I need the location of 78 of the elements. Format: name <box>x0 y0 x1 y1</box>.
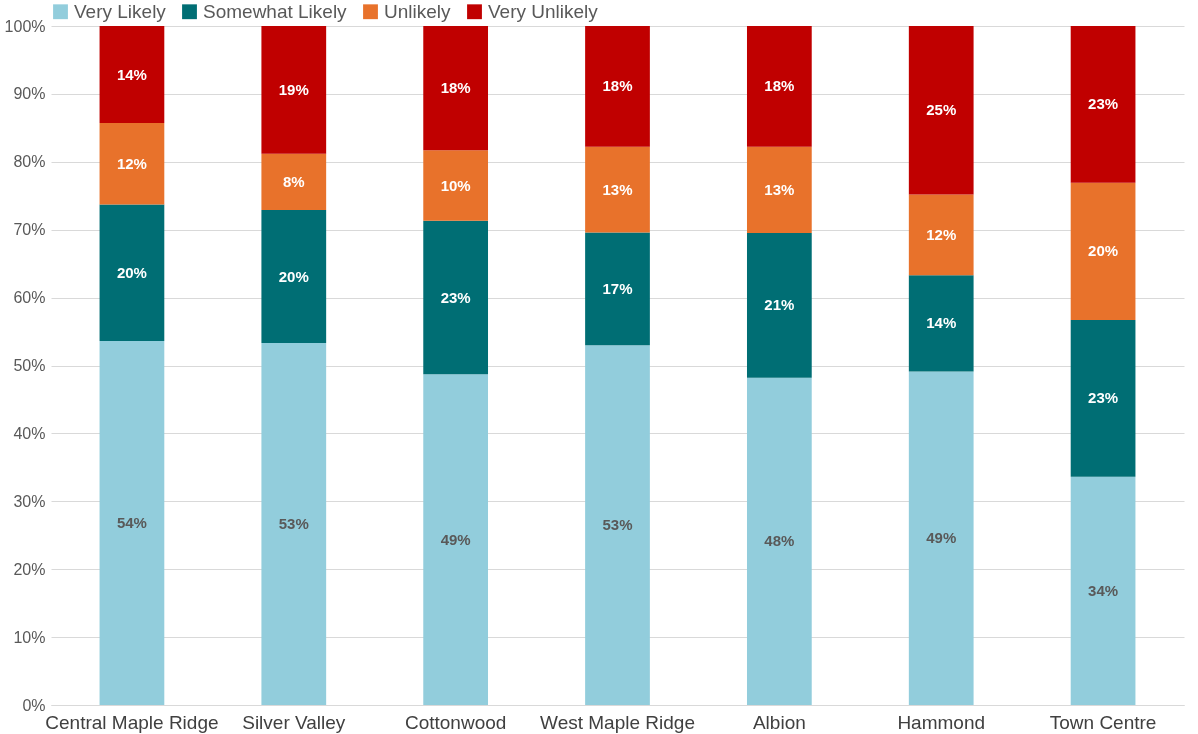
bar <box>585 26 650 147</box>
y-tick-label: 50% <box>13 357 46 374</box>
legend-label: Unlikely <box>384 0 452 22</box>
bar <box>423 374 489 705</box>
data-label: 49% <box>440 530 471 548</box>
bar <box>99 204 165 342</box>
y-tick-label: 10% <box>13 628 46 646</box>
bar <box>423 26 489 151</box>
data-label: 12% <box>926 225 957 243</box>
data-label: 20% <box>278 267 309 285</box>
bar <box>585 146 650 233</box>
bar <box>746 146 812 234</box>
data-label: 20% <box>1088 242 1119 260</box>
data-label: 20% <box>116 263 147 281</box>
bar <box>261 210 327 344</box>
data-label: 23% <box>1088 389 1119 407</box>
bar <box>585 345 650 705</box>
x-tick-label: West Maple Ridge <box>540 711 695 733</box>
data-label: 18% <box>764 77 795 95</box>
data-label: 49% <box>926 529 957 547</box>
y-tick-label: 40% <box>13 424 46 442</box>
bar <box>99 123 165 205</box>
data-label: 13% <box>764 180 795 198</box>
bar <box>423 220 489 375</box>
bar <box>908 371 974 705</box>
data-label: 14% <box>926 314 957 332</box>
bar <box>99 341 165 705</box>
bar <box>746 233 812 378</box>
y-tick-label: 20% <box>13 560 46 578</box>
data-label: 18% <box>602 77 633 95</box>
data-label: 34% <box>1088 581 1119 599</box>
data-label: 21% <box>764 296 795 314</box>
data-label: 23% <box>1088 95 1119 113</box>
bar <box>908 194 974 276</box>
data-label: 12% <box>116 154 147 172</box>
bar <box>99 26 165 124</box>
legend-label: Somewhat Likely <box>203 0 348 22</box>
data-label: 17% <box>602 279 633 297</box>
y-tick-label: 60% <box>13 289 46 307</box>
bar <box>1070 320 1136 477</box>
data-label: 8% <box>282 172 305 190</box>
data-label: 48% <box>764 532 795 550</box>
data-label: 19% <box>278 80 309 98</box>
data-label: 53% <box>278 515 309 533</box>
bar <box>908 275 974 372</box>
x-tick-label: Cottonwood <box>404 711 507 733</box>
data-label: 25% <box>926 101 957 119</box>
bar <box>1070 182 1136 321</box>
y-tick-label: 100% <box>4 17 46 35</box>
bar <box>261 153 327 211</box>
data-label: 54% <box>116 514 147 532</box>
bar <box>261 26 327 154</box>
x-tick-label: Central Maple Ridge <box>45 711 219 733</box>
bar <box>746 377 812 705</box>
bar <box>423 150 489 221</box>
bar <box>1070 476 1136 705</box>
x-tick-label: Hammond <box>897 711 986 733</box>
data-label: 14% <box>116 65 147 83</box>
bar <box>746 26 812 147</box>
x-tick-label: Albion <box>752 711 806 733</box>
data-label: 18% <box>440 79 471 97</box>
bar <box>585 232 650 346</box>
bar <box>908 26 974 195</box>
y-tick-label: 90% <box>13 85 46 103</box>
y-tick-label: 0% <box>22 696 46 714</box>
y-tick-label: 80% <box>13 153 46 171</box>
bar <box>1070 26 1136 183</box>
legend-label: Very Likely <box>74 0 167 22</box>
data-label: 23% <box>440 288 471 306</box>
bar <box>261 343 327 705</box>
data-label: 53% <box>602 516 633 534</box>
data-label: 13% <box>602 180 633 198</box>
y-tick-label: 30% <box>13 492 46 510</box>
y-tick-label: 70% <box>13 221 46 239</box>
x-tick-label: Silver Valley <box>242 711 346 733</box>
legend-label: Very Unlikely <box>488 0 599 22</box>
x-tick-label: Town Centre <box>1049 711 1157 733</box>
data-label: 10% <box>440 176 471 194</box>
